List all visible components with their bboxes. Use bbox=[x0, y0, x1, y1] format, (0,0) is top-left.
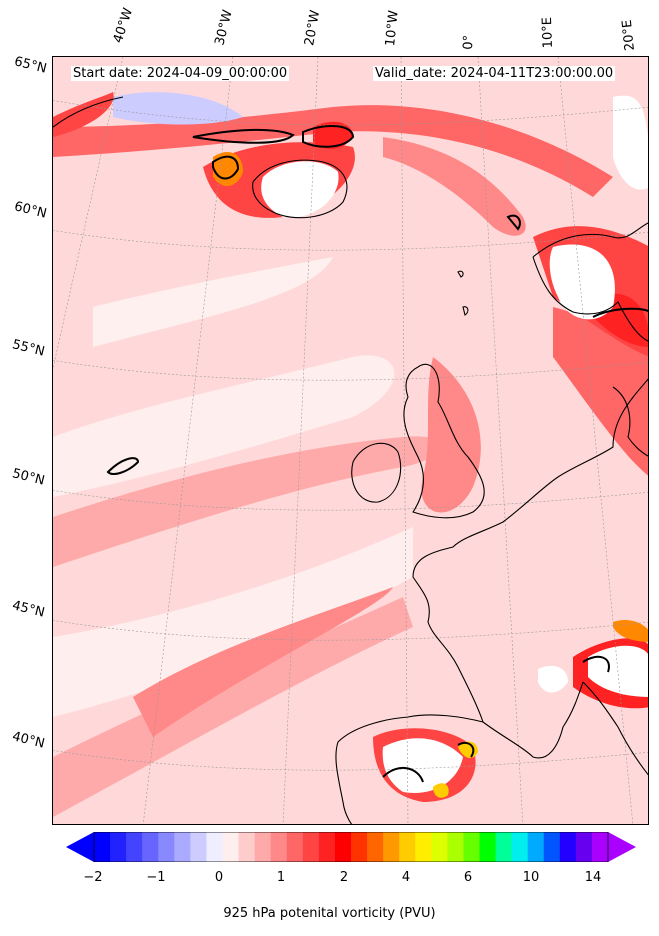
colorbar-cell bbox=[94, 832, 111, 862]
colorbar-cell bbox=[479, 832, 497, 862]
lon-label-20e: 20°E bbox=[619, 18, 638, 52]
pv-band bbox=[553, 307, 648, 476]
colorbar-cell bbox=[126, 832, 143, 862]
lat-label-60n: 60°N bbox=[12, 199, 49, 222]
colorbar-cell bbox=[142, 832, 159, 862]
colorbar-tick: 6 bbox=[463, 870, 473, 885]
colorbar-cell bbox=[591, 832, 609, 862]
colorbar-cell bbox=[399, 832, 416, 862]
lon-label-40w: 40°W bbox=[110, 6, 137, 45]
colorbar-cell bbox=[254, 832, 272, 862]
colorbar-extend-low bbox=[66, 832, 94, 862]
lat-label-40n: 40°N bbox=[10, 729, 47, 752]
colorbar-tick: −2 bbox=[83, 870, 103, 885]
pv-band bbox=[53, 105, 613, 197]
lat-label-50n: 50°N bbox=[10, 466, 47, 489]
colorbar-cell bbox=[543, 832, 561, 862]
colorbar-cell bbox=[447, 832, 464, 862]
colorbar-cell bbox=[431, 832, 448, 862]
lat-label-45n: 45°N bbox=[10, 598, 47, 621]
pv-contours bbox=[106, 125, 648, 783]
lat-label-55n: 55°N bbox=[10, 337, 47, 360]
colorbar-tick: 2 bbox=[339, 870, 349, 885]
iceland-mask bbox=[261, 161, 339, 218]
lat-label-65n: 65°N bbox=[12, 54, 49, 77]
pv-band bbox=[53, 597, 413, 817]
colorbar-cell bbox=[463, 832, 480, 862]
colorbar-cell bbox=[190, 832, 207, 862]
iberia-mask bbox=[382, 738, 463, 793]
colorbar bbox=[66, 832, 636, 862]
colorbar-extend-high bbox=[608, 832, 636, 862]
coastlines bbox=[53, 96, 648, 824]
colorbar-cell bbox=[222, 832, 240, 862]
colorbar-cell bbox=[158, 832, 175, 862]
colorbar-tick: 4 bbox=[401, 870, 411, 885]
pv-light-region bbox=[93, 257, 333, 347]
colorbar-cell bbox=[383, 832, 400, 862]
lon-label-10e: 10°E bbox=[539, 16, 556, 49]
colorbar-tick: 14 bbox=[584, 870, 602, 885]
valid-date-label: Valid_date: 2024-04-11T23:00:00.00 bbox=[373, 66, 616, 81]
pv-strong-region bbox=[313, 121, 353, 149]
colorbar-cell bbox=[511, 832, 529, 862]
map-panel bbox=[52, 56, 649, 825]
lon-label-0: 0° bbox=[461, 34, 477, 50]
colorbar-cell bbox=[302, 832, 320, 862]
colorbar-cell bbox=[174, 832, 191, 862]
colorbar-cell bbox=[527, 832, 545, 862]
colorbar-tick: −1 bbox=[146, 870, 166, 885]
colorbar-tick: 10 bbox=[522, 870, 540, 885]
pv-band bbox=[133, 587, 393, 737]
pv-negative-region bbox=[113, 92, 243, 125]
colorbar-cell bbox=[415, 832, 432, 862]
colorbar-tick: 0 bbox=[214, 870, 224, 885]
pv-light-region bbox=[53, 527, 413, 717]
lon-label-10w: 10°W bbox=[383, 9, 402, 48]
colorbar-cell bbox=[575, 832, 593, 862]
colorbar-cell bbox=[318, 832, 336, 862]
lon-label-20w: 20°W bbox=[302, 9, 324, 48]
colorbar-cell bbox=[334, 832, 352, 862]
colorbar-cell bbox=[495, 832, 513, 862]
colorbar-outline bbox=[93, 832, 609, 862]
scandinavia-mask bbox=[613, 95, 648, 190]
start-date-label: Start date: 2024-04-09_00:00:00 bbox=[71, 66, 290, 81]
colorbar-cell bbox=[270, 832, 288, 862]
colorbar-cell bbox=[559, 832, 577, 862]
colorbar-cell bbox=[351, 832, 368, 862]
pv-orange-region bbox=[613, 620, 648, 642]
alps-mask bbox=[538, 665, 568, 693]
pv-band bbox=[53, 436, 441, 567]
pv-band bbox=[421, 357, 481, 513]
lon-label-30w: 30°W bbox=[212, 8, 236, 47]
colorbar-cell bbox=[286, 832, 304, 862]
colorbar-cell bbox=[206, 832, 223, 862]
colorbar-cell bbox=[110, 832, 127, 862]
colorbar-label: 925 hPa potenital vorticity (PVU) bbox=[223, 906, 436, 921]
colorbar-tick: 1 bbox=[276, 870, 286, 885]
scandinavia-mask bbox=[549, 244, 615, 320]
pv-yellow-region bbox=[433, 783, 449, 798]
colorbar-cell bbox=[367, 832, 384, 862]
pv-band bbox=[383, 137, 526, 236]
colorbar-cell bbox=[238, 832, 256, 862]
pv-field-map bbox=[53, 57, 648, 824]
graticule bbox=[53, 57, 648, 824]
colorbar-cells bbox=[94, 832, 609, 862]
